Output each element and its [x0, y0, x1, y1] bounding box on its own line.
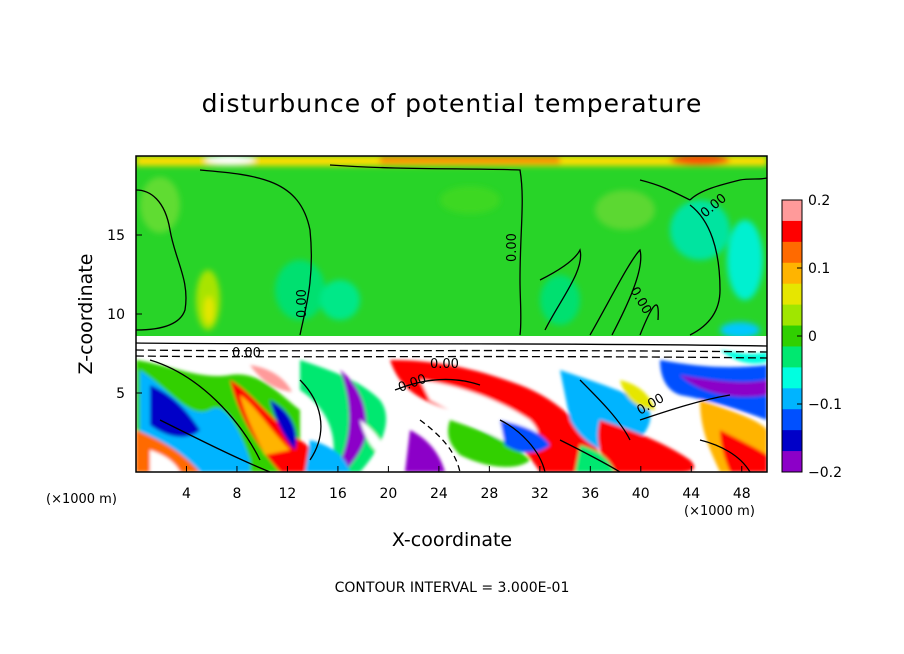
colorbar-tick-label: −0.1	[808, 397, 842, 413]
y-tick-label: 15	[107, 228, 125, 244]
x-tick-label: 32	[531, 486, 549, 502]
colorbar-swatch	[782, 367, 802, 389]
x-tick-label: 24	[430, 486, 448, 502]
colorbar-swatch	[782, 241, 802, 264]
y-unit-label: (×1000 m)	[46, 492, 117, 507]
colorbar: 0.2 0.1 0 −0.1 −0.2	[781, 193, 842, 481]
colorbar-swatch	[782, 388, 802, 410]
colorbar-tick-label: −0.2	[808, 465, 842, 481]
y-tick-label: 10	[107, 307, 125, 323]
contour-label: 0.00	[232, 346, 261, 361]
colorbar-tick-label: 0.1	[808, 261, 830, 277]
x-tick-label: 28	[480, 486, 498, 502]
x-axis: 4 8 12 16 20 24 28 32 36 40 44 48	[182, 466, 751, 502]
colorbar-swatch	[782, 304, 802, 327]
x-tick-label: 16	[329, 486, 347, 502]
y-axis-label: Z-coordinate	[75, 254, 97, 375]
plot-field	[136, 156, 767, 472]
contour-label: 0.00	[295, 289, 310, 318]
x-tick-label: 8	[232, 486, 241, 502]
colorbar-swatch	[782, 430, 802, 452]
x-tick-label: 4	[182, 486, 191, 502]
colorbar-swatch	[782, 451, 802, 473]
x-unit-label: (×1000 m)	[684, 504, 755, 519]
colorbar-tick-label: 0.2	[808, 193, 830, 209]
y-tick-label: 5	[116, 386, 125, 402]
x-tick-label: 44	[682, 486, 700, 502]
chart-title: disturbunce of potential temperature	[202, 89, 703, 118]
colorbar-tick-label: 0	[808, 329, 817, 345]
colorbar-swatch	[782, 262, 802, 285]
contour-label: 0.00	[505, 233, 520, 262]
colorbar-swatch	[782, 283, 802, 306]
x-tick-label: 48	[733, 486, 751, 502]
x-tick-label: 40	[632, 486, 650, 502]
colorbar-swatch	[782, 409, 802, 431]
x-axis-label: X-coordinate	[392, 529, 512, 551]
colorbar-swatch	[782, 220, 802, 243]
colorbar-swatch	[782, 325, 802, 347]
x-tick-label: 20	[379, 486, 397, 502]
contour-label: 0.00	[430, 357, 459, 372]
contour-interval-note: CONTOUR INTERVAL = 3.000E-01	[335, 580, 570, 596]
colorbar-swatch	[782, 200, 802, 222]
y-axis: 5 10 15	[107, 228, 142, 402]
colorbar-swatch	[782, 346, 802, 368]
x-tick-label: 12	[279, 486, 297, 502]
x-tick-label: 36	[581, 486, 599, 502]
